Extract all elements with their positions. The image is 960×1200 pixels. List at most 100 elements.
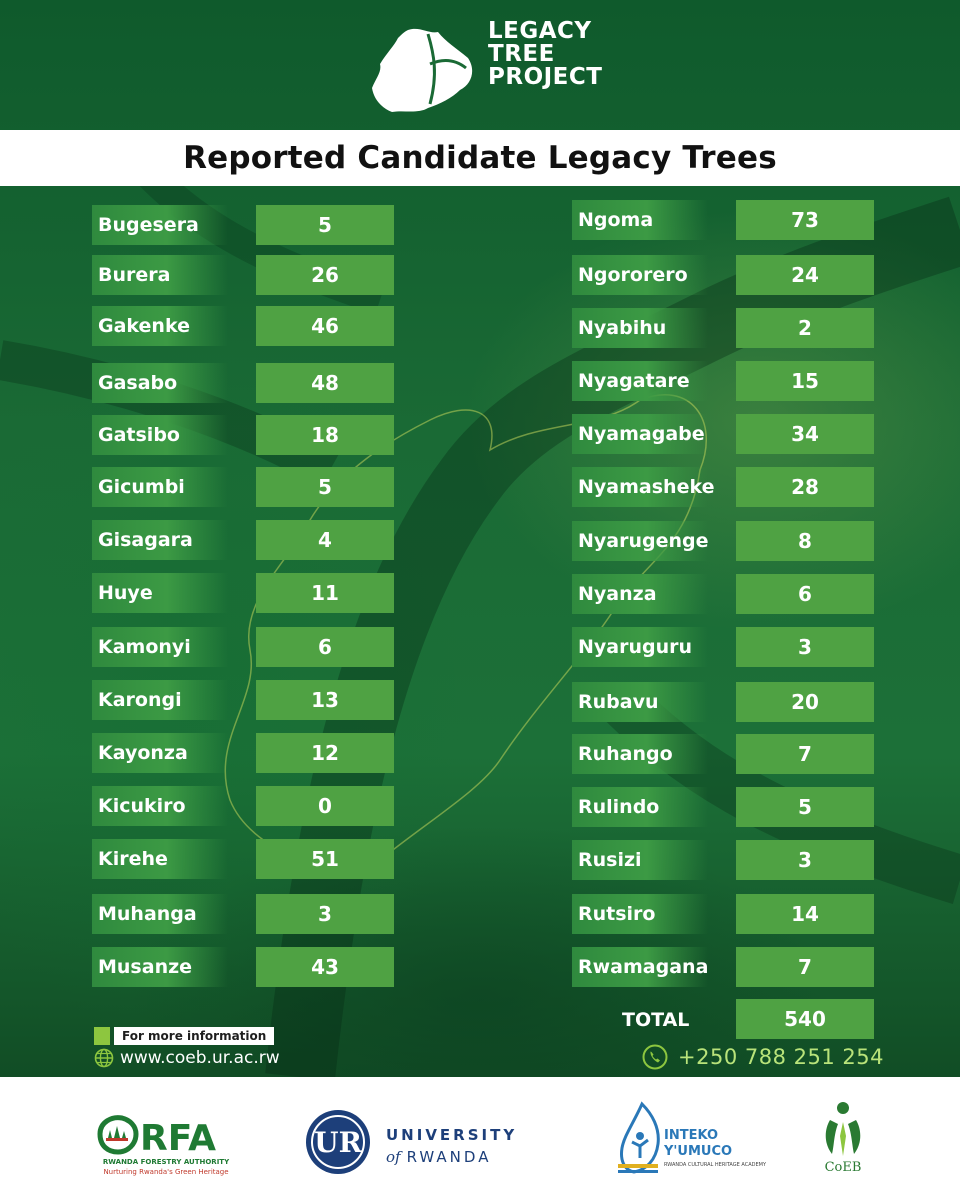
title-banner: Reported Candidate Legacy Trees [0,130,960,186]
district-name: Rutsiro [572,894,708,934]
district-name: Gatsibo [92,415,228,455]
district-value: 6 [736,574,874,614]
district-row: Kamonyi 6 [92,627,394,667]
website-text[interactable]: www.coeb.ur.ac.rw [120,1048,280,1068]
district-value: 28 [736,467,874,507]
ur-line-rwanda-text: RWANDA [406,1148,492,1166]
district-name: Kirehe [92,839,228,879]
logo-line-legacy: LEGACY [488,18,592,44]
district-name: Rwamagana [572,947,708,987]
poster-background: LEGACY TREE PROJECT Reported Candidate L… [0,0,960,1077]
district-row: Rutsiro 14 [572,894,874,934]
district-name: Rulindo [572,787,708,827]
district-value: 12 [256,733,394,773]
district-name: Gasabo [92,363,228,403]
district-value: 73 [736,200,874,240]
district-row: Gasabo 48 [92,363,394,403]
website-link[interactable]: www.coeb.ur.ac.rw [94,1048,280,1068]
district-value: 15 [736,361,874,401]
district-name: Muhanga [92,894,228,934]
district-value: 13 [256,680,394,720]
district-row: Kicukiro 0 [92,786,394,826]
inteko-yumuco-logo: INTEKO Y'UMUCO RWANDA CULTURAL HERITAGE … [612,1100,782,1180]
district-value: 7 [736,947,874,987]
district-name: Ngoma [572,200,708,240]
phone-number[interactable]: +250 788 251 254 [678,1045,884,1069]
district-name: Nyanza [572,574,708,614]
district-value: 26 [256,255,394,295]
district-value: 51 [256,839,394,879]
phone-icon [642,1044,668,1070]
ur-line-university: UNIVERSITY [386,1126,518,1144]
svg-text:UR: UR [314,1126,362,1159]
district-row: Bugesera 5 [92,205,394,245]
inteko-emblem-icon [618,1101,660,1174]
rfa-tagline: Nurturing Rwanda's Green Heritage [103,1168,229,1176]
ur-line-rwanda: of RWANDA [386,1148,491,1166]
more-info-label: For more information [114,1027,275,1045]
district-row: Kayonza 12 [92,733,394,773]
legacy-tree-project-logo: LEGACY TREE PROJECT [368,18,608,118]
district-row: Nyaruguru 3 [572,627,874,667]
rwanda-map-icon [372,28,473,112]
rfa-mark-text: RFA [140,1118,216,1158]
district-row: Gatsibo 18 [92,415,394,455]
district-value: 3 [256,894,394,934]
district-row: Gakenke 46 [92,306,394,346]
district-row: Rulindo 5 [572,787,874,827]
district-value: 24 [736,255,874,295]
rfa-emblem-icon: RFA [97,1115,216,1158]
ur-line-of: of [386,1148,401,1166]
district-name: Nyamagabe [572,414,708,454]
total-label: TOTAL [622,1009,690,1031]
district-row: Muhanga 3 [92,894,394,934]
district-value: 46 [256,306,394,346]
district-value: 5 [256,467,394,507]
district-row: Karongi 13 [92,680,394,720]
district-value: 3 [736,840,874,880]
partner-footer [0,1077,960,1200]
district-name: Ngororero [572,255,708,295]
district-name: Musanze [92,947,228,987]
rfa-name: RWANDA FORESTRY AUTHORITY [102,1158,230,1166]
district-row: Ngororero 24 [572,255,874,295]
district-value: 0 [256,786,394,826]
phone-contact[interactable]: +250 788 251 254 [642,1044,884,1070]
inteko-line-1: INTEKO [664,1128,719,1143]
district-name: Nyaruguru [572,627,708,667]
district-value: 5 [256,205,394,245]
total-value: 540 [736,999,874,1039]
district-name: Kamonyi [92,627,228,667]
district-name: Kicukiro [92,786,228,826]
district-value: 18 [256,415,394,455]
district-row: Huye 11 [92,573,394,613]
district-name: Rubavu [572,682,708,722]
district-name: Gicumbi [92,467,228,507]
district-row: Gicumbi 5 [92,467,394,507]
district-value: 5 [736,787,874,827]
district-value: 34 [736,414,874,454]
district-name: Ruhango [572,734,708,774]
district-value: 43 [256,947,394,987]
district-row: Nyanza 6 [572,574,874,614]
coeb-emblem-icon [825,1102,861,1156]
district-value: 7 [736,734,874,774]
district-name: Gisagara [92,520,228,560]
district-row: Ngoma 73 [572,200,874,240]
district-row: Gisagara 4 [92,520,394,560]
district-row: Musanze 43 [92,947,394,987]
district-row: Nyamagabe 34 [572,414,874,454]
district-row: Burera 26 [92,255,394,295]
district-row: Nyamasheke 28 [572,467,874,507]
district-value: 2 [736,308,874,348]
coeb-name: CoEB [824,1160,862,1175]
district-value: 6 [256,627,394,667]
district-value: 14 [736,894,874,934]
university-of-rwanda-logo: UR UNIVERSITY of RWANDA [304,1108,534,1178]
district-name: Gakenke [92,306,228,346]
logo-line-tree: TREE [488,41,555,67]
coeb-logo: CoEB [818,1100,868,1180]
district-row: Kirehe 51 [92,839,394,879]
district-name: Nyamasheke [572,467,714,507]
district-name: Nyarugenge [572,521,709,561]
